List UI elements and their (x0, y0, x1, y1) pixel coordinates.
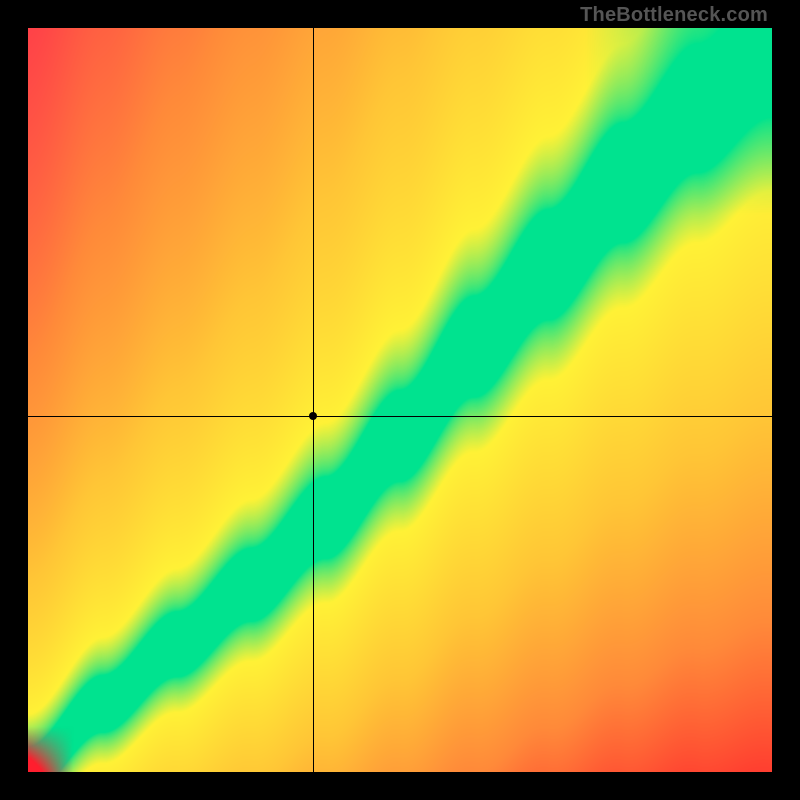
chart-frame: TheBottleneck.com (0, 0, 800, 800)
crosshair-horizontal (28, 416, 772, 417)
heatmap-canvas (28, 28, 772, 772)
heatmap-plot (28, 28, 772, 772)
watermark-text: TheBottleneck.com (580, 4, 768, 27)
crosshair-vertical (313, 28, 314, 772)
